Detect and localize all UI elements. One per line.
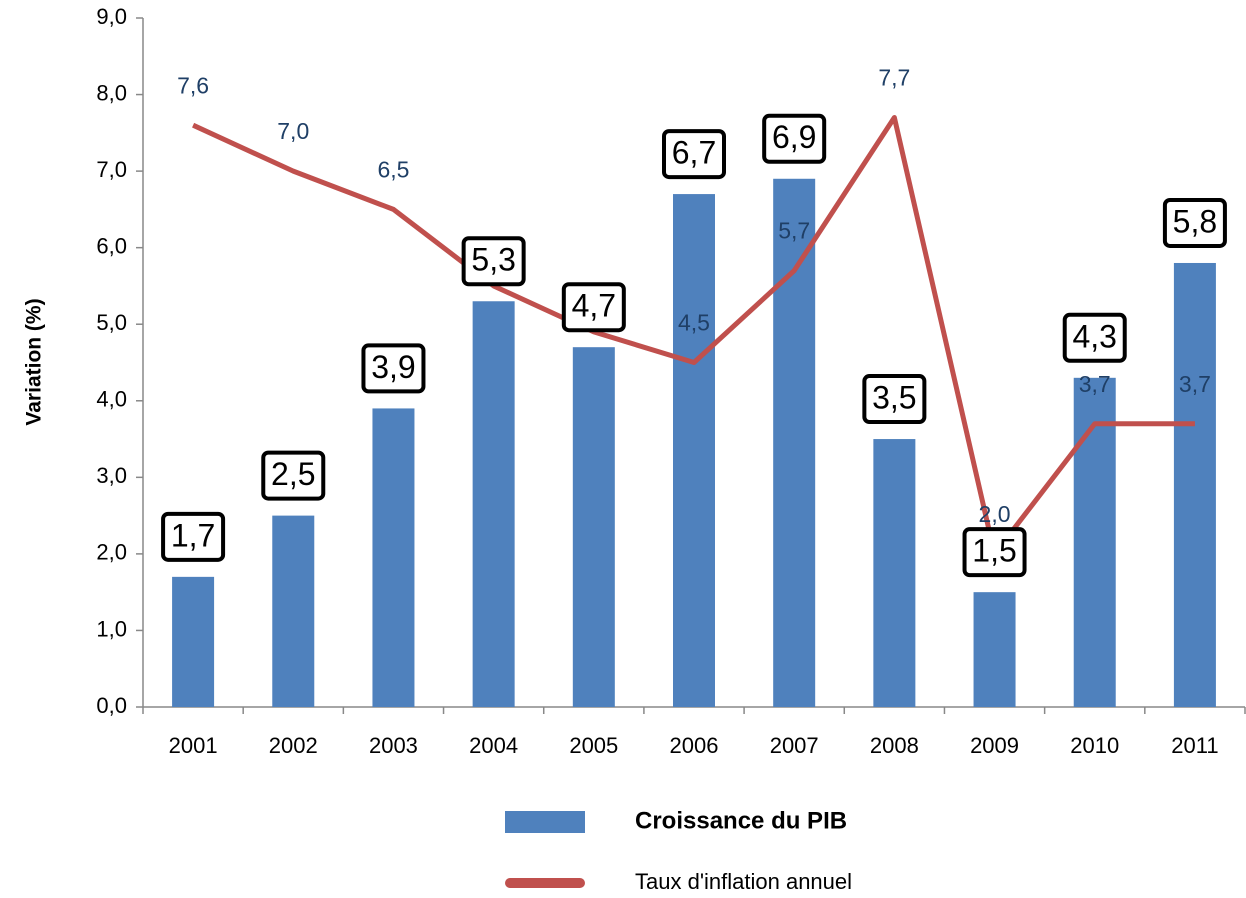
data-label-box <box>561 282 626 333</box>
data-label: 3,7 <box>1079 371 1111 397</box>
data-label: 4,3 <box>1072 318 1116 354</box>
legend-label: Taux d'inflation annuel <box>635 869 852 894</box>
x-tick-label: 2008 <box>870 733 919 758</box>
data-label-box <box>1062 312 1127 363</box>
bar <box>572 347 615 707</box>
x-tick-label: 2006 <box>670 733 719 758</box>
data-label: 4,5 <box>678 310 710 336</box>
x-tick-label: 2002 <box>269 733 318 758</box>
x-tick-label: 2007 <box>770 733 819 758</box>
bar <box>1073 377 1116 707</box>
legend-label: Croissance du PIB <box>635 807 847 834</box>
data-label: 7,6 <box>177 72 209 98</box>
y-tick-label: 6,0 <box>96 233 127 258</box>
bar <box>372 408 415 707</box>
data-label: 3,5 <box>872 380 916 416</box>
data-label: 2,0 <box>979 501 1011 527</box>
data-label: 4,7 <box>572 288 616 324</box>
y-tick-label: 3,0 <box>96 463 127 488</box>
data-label-box <box>862 374 927 425</box>
x-tick-label: 2003 <box>369 733 418 758</box>
bar <box>172 576 215 707</box>
data-label-box <box>361 343 426 394</box>
data-label: 1,5 <box>972 533 1016 569</box>
y-axis-label: Variation (%) <box>23 298 46 425</box>
x-tick-label: 2001 <box>169 733 218 758</box>
data-label: 7,7 <box>878 65 910 91</box>
data-label-box <box>1162 197 1227 248</box>
bar <box>773 178 816 707</box>
y-tick-label: 0,0 <box>96 693 127 718</box>
data-label-box <box>762 113 827 164</box>
x-tick-label: 2009 <box>970 733 1019 758</box>
bar <box>472 301 515 707</box>
data-label: 2,5 <box>271 456 315 492</box>
data-label: 5,3 <box>471 242 515 278</box>
data-label-box <box>161 511 226 562</box>
line <box>192 115 1195 557</box>
data-label-box <box>261 450 326 501</box>
data-label-box <box>461 236 526 287</box>
x-tick-label: 2011 <box>1171 733 1218 758</box>
y-tick-label: 1,0 <box>96 616 127 641</box>
data-label: 6,5 <box>377 156 409 182</box>
bar <box>1173 262 1216 707</box>
bar <box>673 194 715 708</box>
y-tick-label: 7,0 <box>96 157 127 182</box>
data-label-box <box>962 527 1027 578</box>
data-label: 6,9 <box>772 119 816 155</box>
y-tick-label: 4,0 <box>96 387 127 412</box>
bar <box>973 592 1016 707</box>
legend-swatch <box>505 811 585 833</box>
bar <box>873 439 916 707</box>
y-tick-label: 5,0 <box>96 310 127 335</box>
data-label: 6,7 <box>672 135 716 171</box>
data-label: 1,7 <box>171 517 215 553</box>
y-tick-label: 2,0 <box>96 540 127 565</box>
y-tick-label: 9,0 <box>96 4 127 29</box>
data-label: 7,0 <box>277 118 309 144</box>
bar <box>272 515 315 707</box>
data-label: 5,8 <box>1173 203 1217 239</box>
y-tick-label: 8,0 <box>96 80 127 105</box>
x-tick-label: 2005 <box>569 733 618 758</box>
data-label: 5,7 <box>778 218 810 244</box>
data-label-box <box>662 129 726 180</box>
x-tick-label: 2010 <box>1070 733 1119 758</box>
data-label: 3,7 <box>1179 371 1211 397</box>
data-label: 3,9 <box>371 349 415 385</box>
x-tick-label: 2004 <box>469 733 518 758</box>
